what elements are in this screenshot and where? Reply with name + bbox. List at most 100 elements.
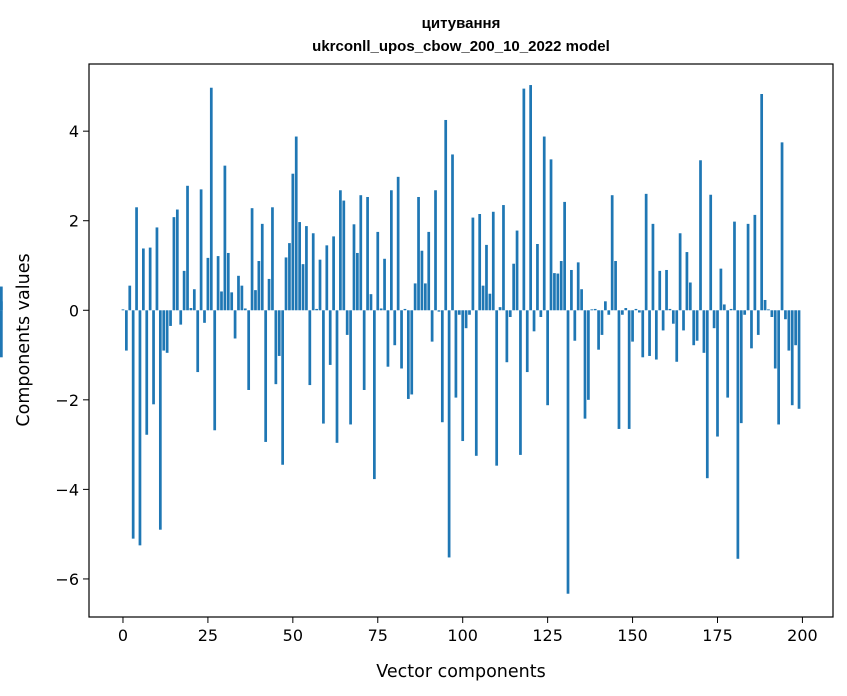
x-tick-label: 75 xyxy=(368,626,388,645)
bar xyxy=(413,283,417,311)
bar xyxy=(644,193,648,311)
bar xyxy=(498,307,502,311)
bar xyxy=(695,310,699,341)
bar xyxy=(423,283,427,311)
bar xyxy=(148,247,152,311)
y-tick-label: 2 xyxy=(69,212,79,231)
bar xyxy=(298,222,301,311)
bar xyxy=(750,310,753,349)
chart-title: цитування xyxy=(422,15,501,32)
bar xyxy=(267,278,271,311)
bar xyxy=(271,207,274,311)
x-tick-label: 125 xyxy=(532,626,563,645)
bar xyxy=(440,310,444,423)
bar xyxy=(770,310,774,317)
x-tick-label: 175 xyxy=(702,626,733,645)
bar xyxy=(437,310,441,312)
bar xyxy=(403,308,407,311)
bar xyxy=(471,217,475,311)
bar xyxy=(539,310,543,317)
x-axis-ticks: 0 25 50 75 100 125 150 175 200 xyxy=(118,617,818,645)
bar xyxy=(284,257,288,311)
bar xyxy=(580,289,583,311)
bar xyxy=(457,310,461,315)
y-tick-label: 4 xyxy=(69,122,79,141)
bar xyxy=(488,293,492,311)
bar xyxy=(135,207,138,311)
bar xyxy=(209,87,213,311)
bar xyxy=(226,252,230,311)
bar xyxy=(502,205,505,311)
bar xyxy=(179,310,183,325)
bar xyxy=(206,257,210,311)
bar xyxy=(631,310,634,342)
bar xyxy=(121,309,125,311)
x-tick-label: 100 xyxy=(447,626,478,645)
bar xyxy=(617,310,621,429)
bar xyxy=(627,310,631,429)
bar xyxy=(152,310,155,405)
bar xyxy=(390,190,393,311)
bar xyxy=(410,310,414,395)
bar xyxy=(491,211,495,311)
bar xyxy=(369,294,373,311)
bar xyxy=(131,310,135,539)
bar xyxy=(641,310,645,358)
bar xyxy=(345,310,349,335)
bar xyxy=(614,261,617,311)
bar xyxy=(607,310,611,315)
bar xyxy=(702,310,706,353)
bar xyxy=(675,310,679,362)
bar xyxy=(688,282,692,311)
bar xyxy=(125,310,128,351)
bar xyxy=(716,310,719,437)
bar xyxy=(563,201,566,311)
bar xyxy=(230,292,234,311)
bar xyxy=(322,310,325,424)
bar xyxy=(651,223,655,311)
bar xyxy=(386,310,390,367)
x-axis-label: Vector components xyxy=(376,662,545,682)
y-axis-label: Components values xyxy=(14,253,34,426)
bar xyxy=(373,310,376,480)
bar xyxy=(406,310,410,399)
bar xyxy=(756,310,760,335)
bar xyxy=(784,310,787,320)
bar xyxy=(186,185,189,311)
bar xyxy=(291,173,295,311)
bar xyxy=(356,252,359,311)
bar xyxy=(505,310,509,363)
bar xyxy=(685,252,689,311)
bar xyxy=(352,224,356,311)
chart-subtitle: ukrconll_upos_cbow_200_10_2022 model xyxy=(312,38,610,55)
bar xyxy=(512,263,516,311)
bar xyxy=(573,310,577,341)
bar xyxy=(237,275,240,311)
bar xyxy=(182,270,186,311)
bar xyxy=(556,273,560,311)
bar xyxy=(328,310,332,365)
bar xyxy=(464,310,468,329)
bar xyxy=(257,261,261,311)
bar xyxy=(430,310,434,342)
bar xyxy=(519,310,522,455)
bar xyxy=(145,310,149,435)
bar xyxy=(570,269,573,311)
bar xyxy=(722,304,726,311)
bar xyxy=(451,154,454,311)
plot-frame xyxy=(88,63,834,618)
bar xyxy=(383,258,386,311)
bar xyxy=(444,119,448,311)
bar xyxy=(658,270,662,311)
bar xyxy=(668,308,672,311)
x-tick-label: 25 xyxy=(198,626,218,645)
bar xyxy=(305,226,308,311)
x-tick-label: 150 xyxy=(617,626,648,645)
bar xyxy=(719,268,723,311)
bar xyxy=(447,310,451,558)
bar xyxy=(767,309,770,311)
bar xyxy=(678,233,682,311)
bar xyxy=(376,231,380,311)
bar xyxy=(427,231,431,311)
bar xyxy=(417,196,420,311)
